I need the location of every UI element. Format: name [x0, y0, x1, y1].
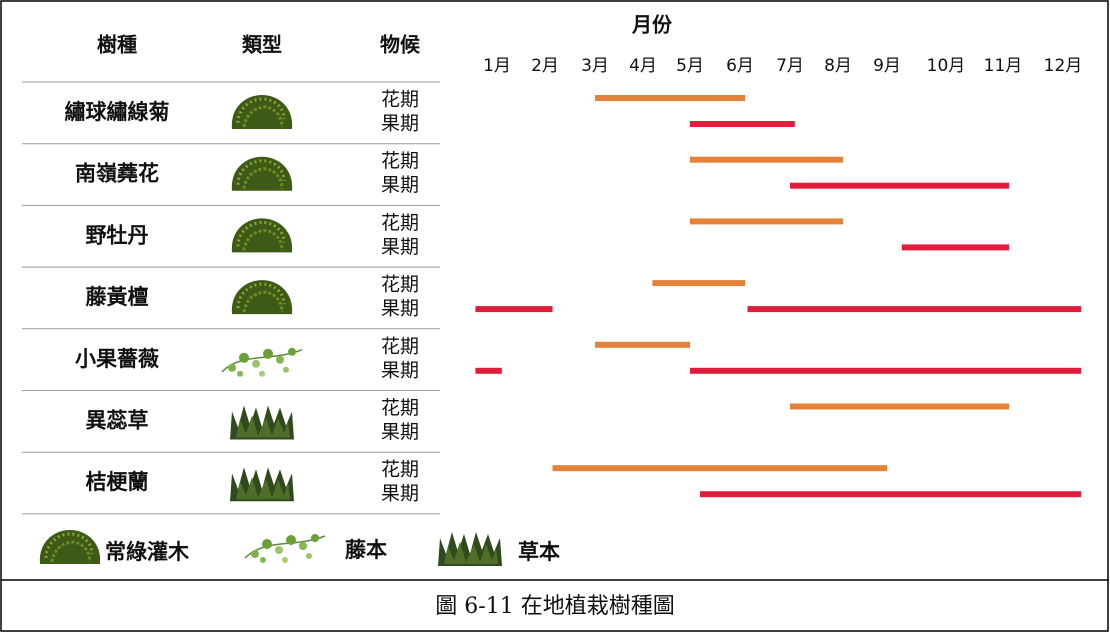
species-name: 藤黃檀	[85, 285, 149, 309]
legend-label: 草本	[518, 540, 560, 564]
header-months: 月份	[631, 13, 673, 37]
species-name: 桔梗蘭	[86, 470, 149, 494]
phase-label: 果期	[381, 113, 419, 135]
month-label: 9月	[873, 56, 901, 76]
kind-icon	[230, 93, 294, 131]
legend: 常綠灌木 藤本 草本	[38, 528, 560, 566]
phase-label: 花期	[381, 274, 419, 296]
phase-label: 花期	[381, 397, 419, 419]
month-label: 6月	[726, 56, 754, 76]
fruit-bar	[901, 244, 1009, 251]
month-label: 7月	[776, 56, 804, 76]
phase-label: 花期	[381, 335, 419, 357]
month-label: 11月	[984, 56, 1023, 76]
phase-label: 果期	[381, 359, 419, 381]
species-name: 異蕊草	[86, 409, 149, 433]
fruit-bar	[790, 182, 1009, 189]
legend-label: 常綠灌木	[105, 540, 190, 564]
species-name: 南嶺蕘花	[75, 162, 159, 186]
phase-label: 花期	[381, 212, 419, 234]
kind-icon	[230, 405, 294, 440]
month-label: 4月	[629, 56, 657, 76]
kind-icon	[230, 216, 294, 254]
species-name: 繡球繡線菊	[65, 100, 170, 124]
flower-bar	[595, 341, 690, 348]
kind-icon	[221, 347, 303, 378]
phase-label: 花期	[381, 89, 419, 111]
flower-bar	[690, 156, 843, 163]
fruit-bar	[747, 306, 1081, 313]
month-label: 8月	[824, 56, 852, 76]
month-label: 3月	[581, 56, 609, 76]
kind-icon	[230, 278, 294, 316]
phase-label: 果期	[381, 236, 419, 258]
month-label: 12月	[1044, 56, 1083, 76]
flower-bar	[790, 403, 1009, 410]
fruit-bar	[475, 367, 502, 374]
flower-bar	[552, 465, 887, 472]
phase-label: 果期	[381, 298, 419, 320]
phase-label: 果期	[381, 174, 419, 196]
kind-icon	[230, 467, 294, 502]
month-label: 2月	[531, 56, 559, 76]
flower-bar	[595, 95, 745, 101]
header-phenology: 物候	[380, 33, 421, 57]
header-kind: 類型	[242, 33, 282, 57]
species-name: 野牡丹	[86, 223, 149, 247]
legend-label: 藤本	[344, 538, 387, 562]
phase-label: 果期	[381, 483, 419, 505]
caption: 圖 6-11 在地植栽樹種圖	[435, 594, 674, 619]
phase-label: 果期	[381, 421, 419, 443]
header-species: 樹種	[97, 33, 137, 57]
phase-label: 花期	[381, 459, 419, 481]
fruit-bar	[475, 306, 553, 313]
month-label: 1月	[483, 56, 511, 76]
species-name: 小果薔薇	[75, 347, 159, 371]
phase-label: 花期	[381, 150, 419, 172]
kind-icon	[230, 155, 294, 193]
flower-bar	[652, 280, 745, 287]
month-label: 10月	[927, 56, 966, 76]
flower-bar	[690, 218, 843, 225]
fruit-bar	[700, 491, 1081, 498]
fruit-bar	[690, 367, 1081, 374]
fruit-bar	[690, 121, 795, 127]
month-label: 5月	[676, 56, 704, 76]
